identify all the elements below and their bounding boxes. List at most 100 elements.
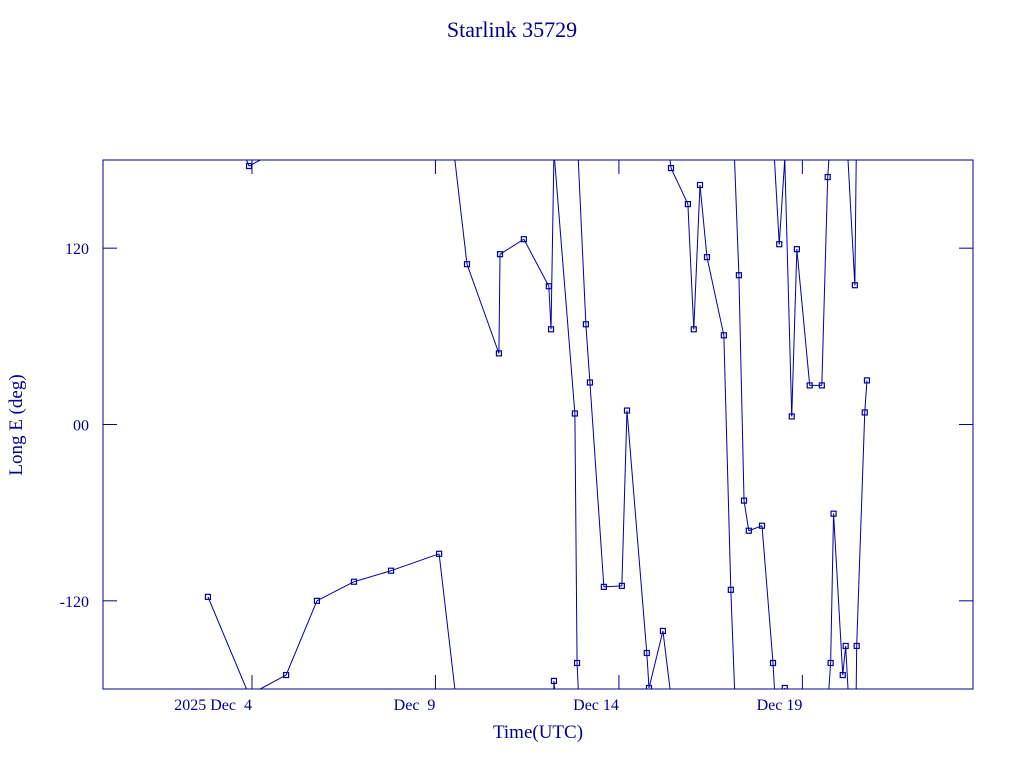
point — [667, 164, 675, 172]
point — [586, 379, 594, 386]
connector — [842, 645, 847, 676]
point — [781, 684, 788, 689]
connector — [523, 238, 550, 287]
connector — [554, 160, 576, 414]
connector — [589, 382, 605, 587]
point — [769, 659, 777, 667]
point — [851, 282, 858, 289]
x-tick-label: Dec 9 — [394, 697, 436, 714]
connector — [738, 275, 745, 501]
point — [818, 382, 825, 389]
connector — [723, 335, 732, 590]
point — [582, 321, 589, 328]
connector — [259, 674, 287, 689]
connector — [499, 238, 525, 255]
y-tick-label: 00 — [73, 418, 89, 435]
point — [495, 350, 503, 357]
x-axis-label: Time(UTC) — [493, 722, 583, 743]
point — [793, 246, 800, 253]
point — [776, 241, 783, 248]
point — [842, 642, 849, 650]
connector — [687, 204, 695, 330]
connector — [830, 513, 835, 664]
connector — [454, 160, 468, 265]
connector — [734, 160, 740, 276]
connector — [316, 581, 355, 602]
connector — [353, 570, 392, 583]
connector — [828, 662, 832, 689]
connector — [847, 160, 856, 286]
point — [623, 407, 631, 414]
point — [520, 236, 527, 243]
point — [720, 332, 727, 339]
point — [830, 510, 837, 517]
connector — [438, 553, 456, 689]
connector — [576, 662, 579, 689]
connector — [833, 513, 844, 676]
point — [806, 382, 813, 389]
connector — [856, 412, 866, 646]
point — [659, 627, 667, 635]
point — [496, 251, 504, 258]
connector — [743, 500, 750, 531]
point — [758, 522, 766, 529]
connector — [693, 184, 701, 330]
point — [282, 671, 290, 679]
point — [573, 659, 581, 667]
point — [839, 671, 846, 679]
point — [824, 173, 831, 181]
connector — [577, 160, 587, 325]
point — [735, 272, 742, 279]
point — [684, 200, 691, 208]
connector — [553, 680, 556, 689]
point — [313, 597, 321, 604]
connector — [845, 645, 849, 689]
connector — [761, 525, 774, 664]
point — [600, 583, 607, 590]
connector — [646, 652, 650, 689]
connector — [791, 249, 798, 417]
point — [690, 326, 697, 333]
point — [745, 527, 752, 534]
connector — [390, 553, 440, 572]
connector — [285, 600, 318, 676]
x-tick-label: Dec 19 — [757, 697, 803, 714]
connector — [706, 257, 725, 336]
connector — [778, 160, 786, 245]
connector — [585, 324, 591, 383]
connector — [498, 254, 501, 354]
connector — [662, 630, 671, 689]
connector — [648, 630, 664, 689]
plot-frame — [102, 159, 974, 690]
chart-title: Starlink 35729 — [447, 17, 577, 42]
connector — [248, 160, 261, 167]
point — [643, 649, 650, 657]
connector — [730, 589, 736, 689]
y-tick-label: -120 — [60, 594, 89, 611]
point — [863, 377, 871, 384]
point — [204, 593, 212, 600]
point — [436, 550, 443, 557]
point — [827, 659, 834, 667]
connector — [466, 264, 500, 354]
connector — [773, 160, 780, 245]
connector — [669, 160, 672, 169]
point — [740, 497, 748, 504]
point — [463, 261, 471, 268]
point — [703, 254, 711, 261]
connector — [626, 410, 648, 654]
x-tick-label: 2025 Dec 4 — [174, 697, 252, 714]
connector — [784, 160, 793, 417]
point — [547, 326, 555, 333]
point — [618, 582, 625, 589]
connector — [550, 160, 555, 330]
y-axis-label: Long E (deg) — [6, 374, 27, 475]
point — [350, 578, 358, 585]
connector — [207, 596, 247, 689]
connector — [772, 662, 775, 689]
connector — [670, 167, 689, 205]
point — [696, 181, 704, 189]
point — [550, 677, 558, 685]
connector — [621, 410, 628, 586]
